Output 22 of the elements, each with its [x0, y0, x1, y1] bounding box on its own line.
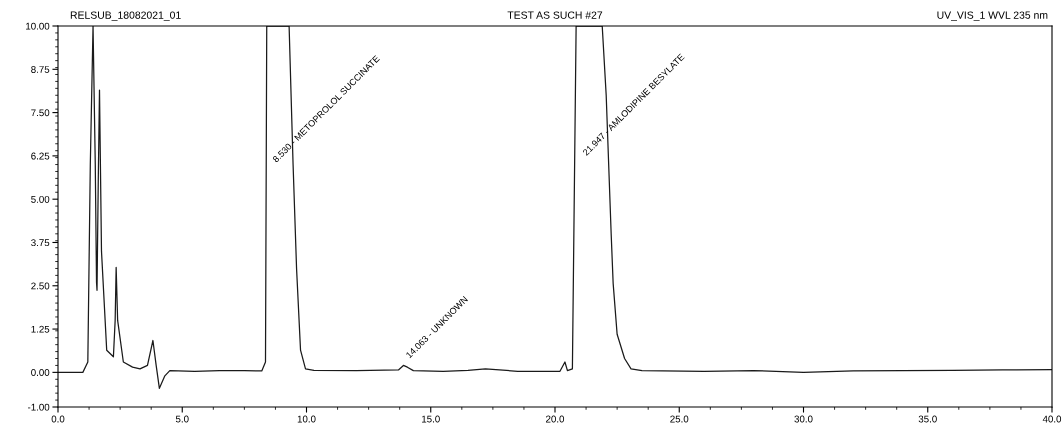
x-tick-label: 15.0 [422, 415, 440, 423]
x-tick-label: 40.0 [1042, 415, 1062, 423]
x-tick-label: 5.0 [175, 415, 189, 423]
text: RELSUB_18082021_01 [70, 11, 181, 21]
x-tick-label: 20.0 [546, 415, 565, 423]
y-tick-label: 8.75 [31, 66, 50, 73]
y-tick-label: 2.50 [31, 282, 50, 290]
x-tick-label: 25.0 [670, 415, 689, 423]
y-tick-label: -1.00 [27, 403, 50, 411]
y-tick-label: 0.00 [31, 369, 50, 376]
x-tick-label: 35.0 [918, 415, 937, 423]
y-tick-label: 1.25 [31, 325, 50, 333]
x-tick-label: 0.0 [51, 415, 65, 423]
text: UV_VIS_1 WVL 235 nm [937, 11, 1048, 21]
y-tick-label: 10.00 [26, 22, 50, 30]
y-tick-label: 5.00 [31, 195, 50, 203]
y-tick-label: 6.25 [31, 152, 50, 160]
y-tick-label: 7.50 [31, 109, 50, 117]
chart-title: TEST AS SUCH #27 [507, 11, 603, 19]
y-tick-label: 3.75 [31, 239, 50, 247]
x-tick-label: 10.0 [297, 415, 316, 423]
x-tick-label: 30.0 [794, 415, 813, 423]
